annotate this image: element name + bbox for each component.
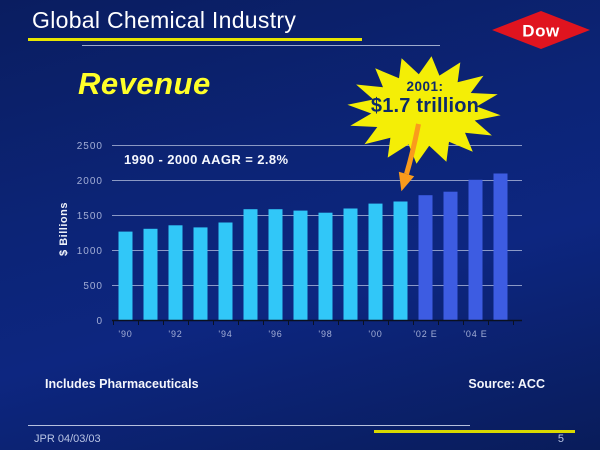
xtick-94: '94 [218,329,232,339]
bar-96 [268,209,283,321]
xtick-92: '92 [168,329,182,339]
y-axis-title: $ Billions [58,202,70,256]
aagr-annotation: 1990 - 2000 AAGR = 2.8% [124,152,289,167]
ytick-1000: 1000 [77,246,103,257]
x-axis [112,319,522,325]
title-hairline [82,45,440,46]
footer-accent-line [374,430,575,433]
bar-95 [243,209,258,321]
callout-text: 2001: $1.7 trillion [349,79,501,118]
bar-92 [168,225,183,321]
callout-arrow-head-icon [398,171,415,192]
title-underline [28,38,362,41]
xtick-00: '00 [368,329,382,339]
bar-05E [493,173,508,321]
bar-91 [143,228,158,321]
xtick-04E: '04 E [463,329,487,339]
dow-logo: Dow [492,11,590,49]
callout-value: $1.7 trillion [370,95,480,117]
bar-90 [118,231,133,321]
dow-diamond-icon [492,11,590,49]
page-title: Global Chemical Industry [32,7,297,33]
bar-99 [343,208,358,321]
footer-initials-date: JPR 04/03/03 [34,433,101,445]
dow-logo-text: Dow [522,22,560,41]
bar-94 [218,222,233,321]
page-number: 5 [557,433,564,445]
ytick-2500: 2500 [77,141,103,152]
bars [118,173,508,321]
callout-year: 2001: [406,79,444,94]
bar-97 [293,210,308,321]
xtick-96: '96 [268,329,282,339]
xtick-02E: '02 E [413,329,437,339]
note-includes-pharmaceuticals: Includes Pharmaceuticals [45,377,199,391]
callout-arrow-shaft [404,123,421,175]
xtick-90: '90 [118,329,132,339]
bar-04E [468,179,483,321]
xtick-98: '98 [318,329,332,339]
footer-divider [28,425,470,426]
bar-98 [318,212,333,321]
note-source: Source: ACC [468,377,545,391]
ytick-2000: 2000 [77,176,103,187]
axis-labels: 0 500 1000 1500 2000 2500 '90 '92 '94 '96 '98 '00 '0… [77,141,487,339]
chart-heading: Revenue [78,66,211,101]
ytick-0: 0 [96,316,103,327]
ytick-500: 500 [83,281,103,292]
callout-starburst [347,56,501,164]
bar-03E [443,191,458,321]
bar-02E [418,195,433,321]
ytick-1500: 1500 [77,211,103,222]
bar-93 [193,227,208,321]
bar-01 [393,201,408,321]
bar-00 [368,203,383,321]
